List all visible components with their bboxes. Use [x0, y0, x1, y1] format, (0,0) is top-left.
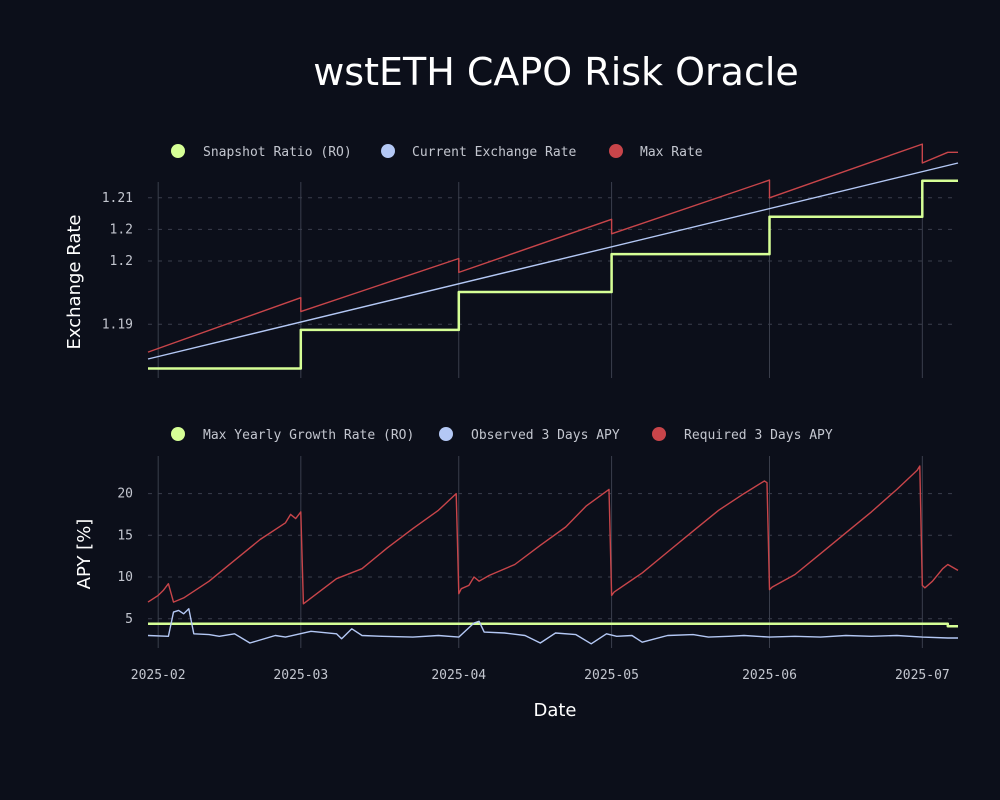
exchange-rate-y-ticks: 1.19 1.2 1.2 1.21	[102, 191, 133, 332]
exchange-rate-y-axis-label: Exchange Rate	[64, 215, 85, 350]
legend-required-apy-marker	[652, 427, 666, 441]
legend-snapshot-ratio-label: Snapshot Ratio (RO)	[203, 145, 352, 160]
apy-y-ticks: 5 10 15 20	[117, 487, 133, 627]
series-current-exchange-rate-line	[147, 162, 959, 360]
x-axis-label: Date	[533, 700, 576, 721]
legend-current-exchange-rate-label: Current Exchange Rate	[412, 145, 577, 160]
y-tick-label: 1.21	[102, 191, 133, 206]
y-tick-label: 1.19	[102, 317, 133, 332]
apy-gridlines	[148, 456, 958, 648]
exchange-rate-series	[147, 143, 959, 370]
x-tick-label: 2025-07	[895, 668, 950, 683]
legend-max-rate-label: Max Rate	[640, 145, 703, 160]
legend-max-rate-marker	[609, 144, 623, 158]
legend-observed-apy-marker	[439, 427, 453, 441]
y-tick-label: 15	[117, 528, 133, 543]
x-tick-label: 2025-05	[584, 668, 639, 683]
x-tick-label: 2025-04	[431, 668, 486, 683]
exchange-rate-panel: 1.19 1.2 1.2 1.21 Exchange Rate Snapshot Ra…	[64, 143, 959, 378]
y-tick-label: 5	[125, 612, 133, 627]
x-tick-label: 2025-06	[742, 668, 797, 683]
apy-series	[147, 465, 959, 645]
legend-current-exchange-rate-marker	[381, 144, 395, 158]
apy-legend: Max Yearly Growth Rate (RO) Observed 3 D…	[171, 427, 833, 443]
series-max-rate-line	[147, 143, 958, 353]
y-tick-label: 20	[117, 487, 133, 502]
legend-snapshot-ratio-marker	[171, 144, 185, 158]
series-snapshot-ratio-ro-line	[148, 179, 958, 370]
y-tick-label: 1.2	[110, 254, 133, 269]
series-required-3-days-apy-line	[147, 465, 959, 605]
x-tick-label: 2025-02	[131, 668, 186, 683]
y-tick-label: 1.2	[110, 222, 133, 237]
apy-y-axis-label: APY [%]	[74, 519, 95, 590]
legend-max-yearly-growth-marker	[171, 427, 185, 441]
exchange-rate-legend: Snapshot Ratio (RO) Current Exchange Rat…	[171, 144, 703, 160]
legend-required-apy-label: Required 3 Days APY	[684, 428, 833, 443]
chart-title: wstETH CAPO Risk Oracle	[313, 50, 799, 94]
series-max-yearly-growth-rate-ro-line	[148, 622, 958, 628]
apy-panel: 5 10 15 20 APY [%] Max Yearly Growth Rate (…	[74, 427, 959, 683]
legend-observed-apy-label: Observed 3 Days APY	[471, 428, 620, 443]
legend-max-yearly-growth-label: Max Yearly Growth Rate (RO)	[203, 428, 414, 443]
x-tick-label: 2025-03	[273, 668, 328, 683]
y-tick-label: 10	[117, 570, 133, 585]
x-axis-ticks: 2025-02 2025-03 2025-04 2025-05 2025-06 2025-…	[131, 668, 950, 683]
series-observed-3-days-apy-line	[147, 608, 958, 645]
